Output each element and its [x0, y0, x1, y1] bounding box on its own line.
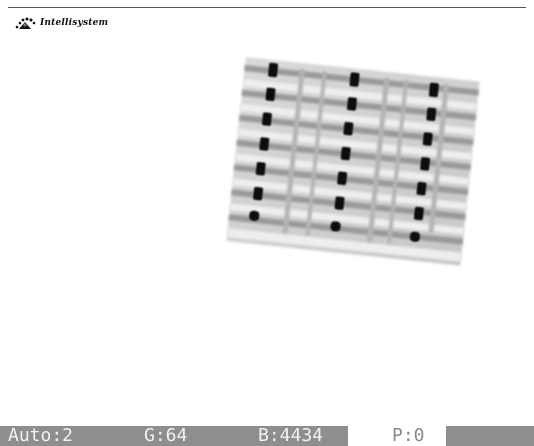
- p-readout: P:0: [348, 426, 446, 446]
- status-bar-filler: [446, 426, 534, 446]
- brand-name: Intellisystem: [40, 18, 109, 28]
- brand-logo: Intellisystem: [14, 16, 108, 30]
- brightness-readout: B:4434: [230, 426, 348, 446]
- gel-electrophoresis-image: [226, 57, 480, 266]
- gain-readout: G:64: [122, 426, 230, 446]
- auto-exposure-readout: Auto:2: [0, 426, 122, 446]
- status-bar: Auto:2 G:64 B:4434 P:0: [0, 426, 534, 446]
- dots-cluster-logo-icon: [15, 17, 36, 29]
- top-divider: [8, 7, 526, 8]
